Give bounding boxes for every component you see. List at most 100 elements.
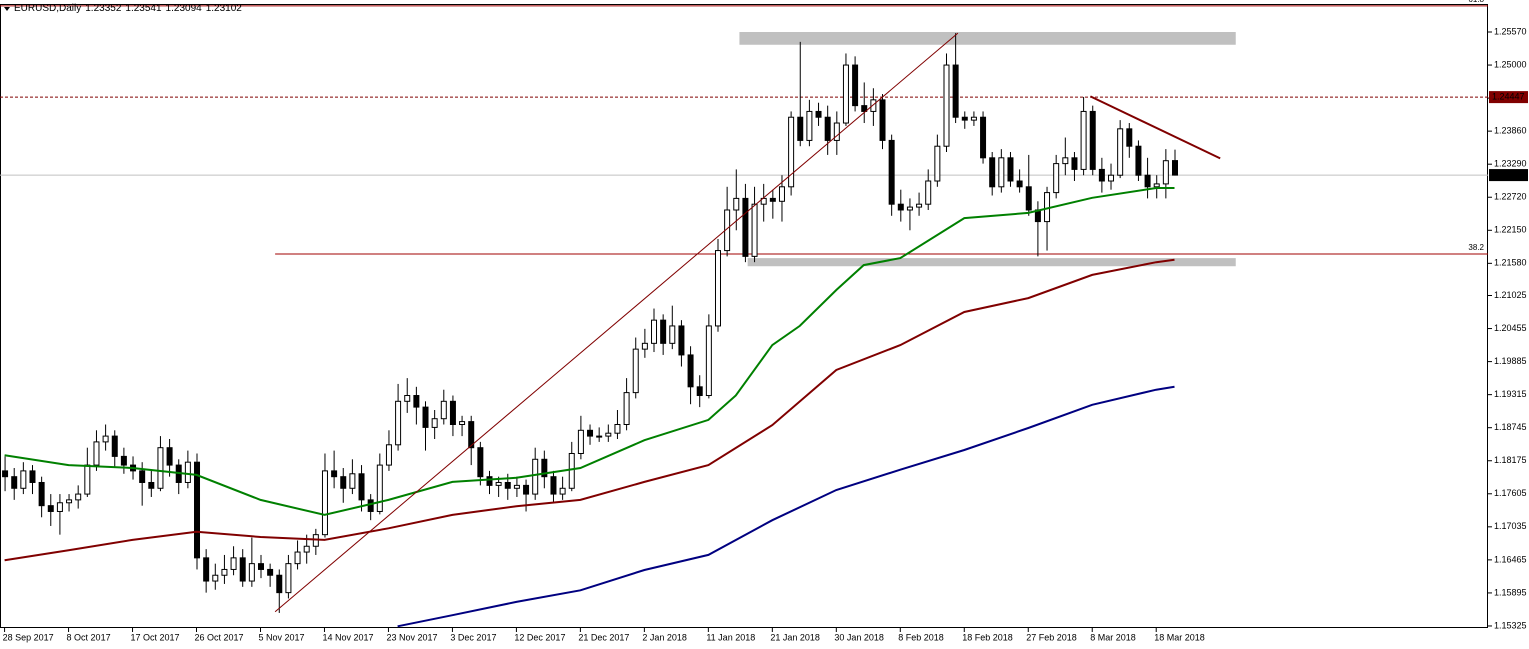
candle-body [550,476,557,495]
candle-body [248,563,255,582]
candle-body [943,64,950,147]
y-tick-label: 1.25570 [1494,26,1527,36]
candle-body [559,487,566,495]
x-tick-label: 8 Oct 2017 [67,632,111,642]
header-high: 1.23541 [125,3,162,14]
candle-body [1135,145,1142,176]
x-tick-label: 8 Feb 2018 [898,632,944,642]
level-price-tag: 1.24447 [1492,91,1525,101]
x-tick-label: 21 Jan 2018 [770,632,820,642]
candle-body [651,319,658,344]
candle-body [577,429,584,454]
header-low: 1.23094 [165,3,202,14]
plot-frame [0,4,1488,628]
candle-body [29,470,36,483]
current-price-tag-box [1489,169,1528,182]
candle-body [1016,180,1023,188]
y-tick-label: 1.19885 [1494,356,1527,366]
candle-body [212,574,219,582]
y-tick-label: 1.22720 [1494,192,1527,202]
candle-body [11,476,18,489]
y-tick-label: 1.23290 [1494,159,1527,169]
candle-body [477,447,484,478]
menu-arrow [4,7,10,11]
candle-body [760,197,767,205]
candle-body [815,110,822,118]
candle-body [367,499,374,512]
candle-body [513,484,520,489]
candle-body [84,464,91,495]
y-tick-label: 1.20455 [1494,323,1527,333]
candle-body [1162,160,1169,185]
candle-body [331,470,338,478]
candle-body [449,400,456,426]
candle-body [285,563,292,594]
candle-body [56,502,63,512]
x-tick-label: 5 Nov 2017 [258,632,304,642]
candle-body [422,406,429,428]
candle-body [139,470,146,483]
candle-body [340,476,347,489]
x-tick-label: 11 Jan 2018 [706,632,755,642]
candle-body [532,458,539,495]
y-tick-label: 1.16465 [1494,554,1527,564]
candle-body [276,574,283,594]
candle-body [486,476,493,486]
candle-body [778,186,785,202]
fib-label: 38.2 [1468,243,1484,252]
candle-body [632,348,639,394]
candle-body [38,481,45,507]
candle-body [541,458,548,478]
candle-body [788,116,795,188]
x-tick-label: 14 Nov 2017 [322,632,373,642]
candle-body [194,461,201,559]
candle-body [833,122,840,141]
candle-body [267,568,274,576]
candle-body [596,435,603,438]
candle-body [102,435,109,443]
candle-body [623,392,630,426]
candle-body [961,116,968,121]
trendline [274,32,959,613]
y-tick-label: 1.17605 [1494,488,1527,498]
y-tick-label: 1.23860 [1494,126,1527,136]
candle-body [523,484,530,495]
candle-body [934,145,941,182]
candle-body [842,64,849,124]
zone [747,258,1236,267]
candle-body [203,557,210,582]
candle-body [1144,174,1151,188]
candle-body [1089,110,1096,170]
x-tick-label: 18 Mar 2018 [1154,632,1205,642]
candle-body [404,395,411,402]
candle-body [75,493,82,501]
candle-body [303,545,310,553]
candle-body [120,455,127,466]
candle-body [952,64,959,118]
x-tick-label: 8 Mar 2018 [1090,632,1136,642]
y-tick-label: 1.21025 [1494,290,1527,300]
candle-body [1053,163,1060,194]
candle-body [431,418,438,428]
candle-body [660,319,667,344]
candle-body [184,461,191,483]
candle-body [1117,128,1124,176]
candle-body [824,116,831,141]
candle-body [742,197,749,257]
symbol-title: EURUSD,Daily [14,3,82,14]
candle-body [614,424,621,434]
candle-body [230,557,237,570]
x-tick-label: 21 Dec 2017 [578,632,629,642]
moving-average-line [397,385,1175,628]
candle-body [166,447,173,466]
candle-body [687,354,694,388]
candle-body [1126,128,1133,147]
candle-body [395,400,402,446]
candle-body [989,157,996,188]
candle-body [568,452,575,489]
level-price-tag-box [1489,91,1528,104]
candle-body [587,429,594,437]
x-tick-label: 30 Jan 2018 [834,632,884,642]
candle-body [239,557,246,582]
